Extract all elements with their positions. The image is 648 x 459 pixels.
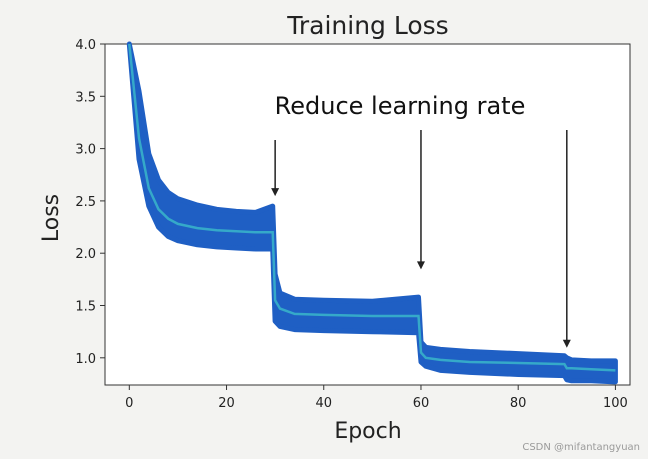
x-tick-label: 80 (510, 396, 527, 411)
y-tick-label: 1.0 (75, 352, 96, 367)
y-tick-label: 3.5 (75, 90, 96, 105)
annotation-text: Reduce learning rate (275, 92, 526, 120)
chart-title: Training Loss (286, 11, 448, 40)
y-tick-label: 1.5 (75, 300, 96, 315)
watermark: CSDN @mifantangyuan (522, 442, 640, 453)
x-tick-label: 20 (218, 396, 235, 411)
y-tick-label: 2.0 (75, 247, 96, 262)
x-axis-ticks: 0 20 40 60 80 100 (125, 385, 628, 411)
x-tick-label: 40 (315, 396, 332, 411)
y-axis-label: Loss (39, 194, 64, 242)
y-tick-label: 3.0 (75, 143, 96, 158)
annotation-arrow-head (562, 339, 571, 348)
x-tick-label: 60 (413, 396, 430, 411)
x-axis-label: Epoch (334, 419, 401, 444)
annotation-arrows (271, 130, 571, 348)
x-tick-label: 0 (125, 396, 133, 411)
series-line-1 (128, 43, 616, 372)
series-band-layer (126, 41, 618, 385)
annotation-arrow-head (271, 188, 280, 197)
x-tick-label: 100 (603, 396, 628, 411)
annotation-arrow-head (416, 261, 425, 270)
y-axis-ticks: 1.0 1.5 2.0 2.5 3.0 3.5 4.0 (75, 38, 105, 367)
series-band-0 (126, 41, 618, 385)
y-tick-label: 4.0 (75, 38, 96, 53)
series-line-layer (128, 43, 616, 372)
y-tick-label: 2.5 (75, 195, 96, 210)
